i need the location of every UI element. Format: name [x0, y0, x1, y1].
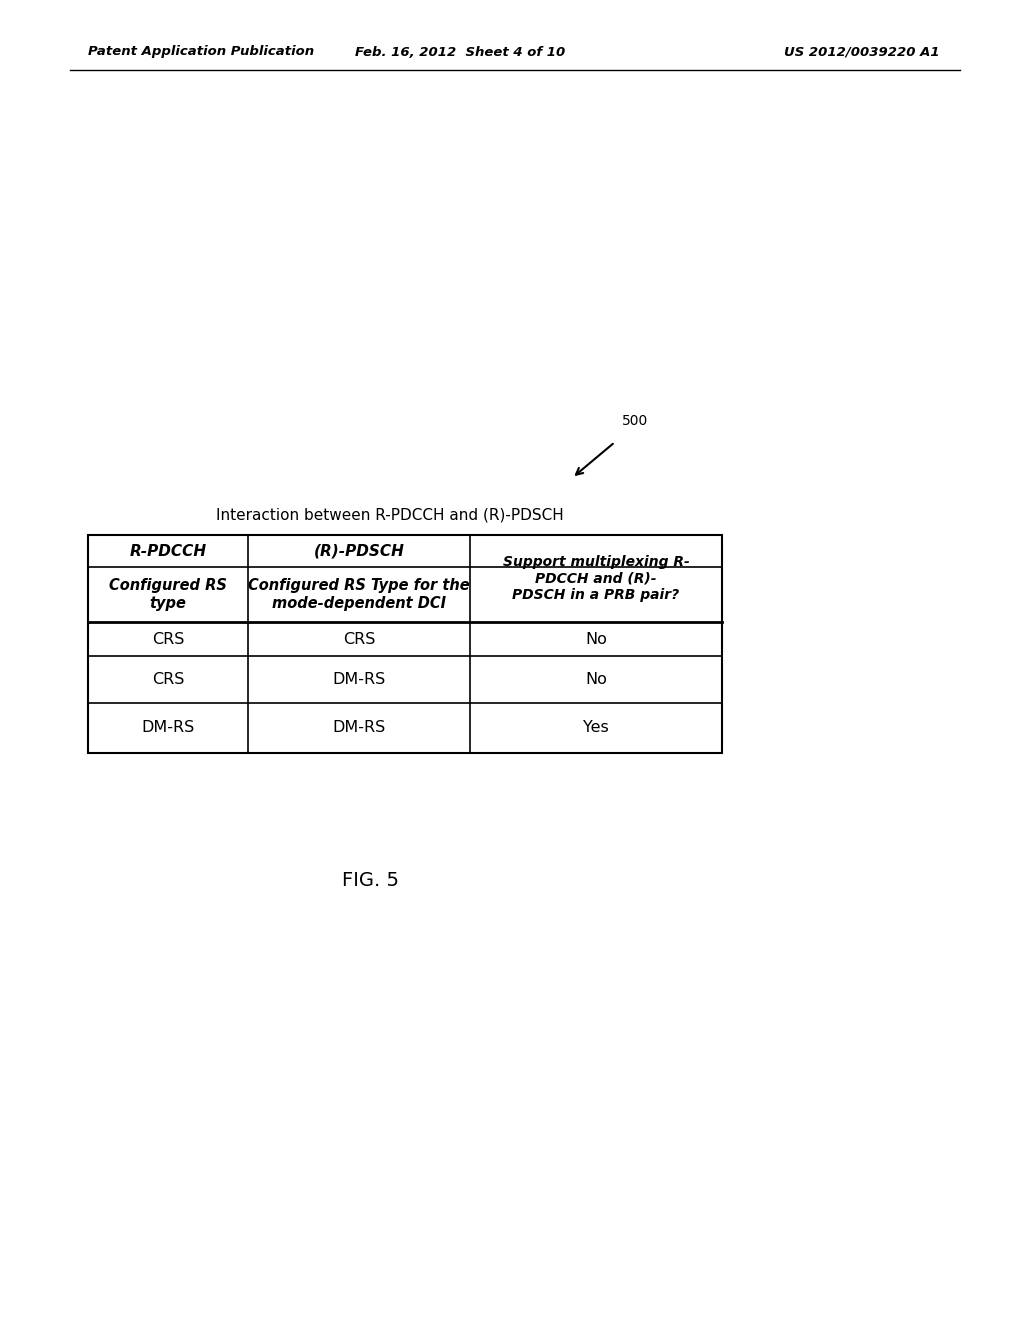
Text: FIG. 5: FIG. 5	[341, 870, 398, 890]
Text: Configured RS
type: Configured RS type	[110, 578, 227, 611]
Text: CRS: CRS	[152, 631, 184, 647]
Text: Support multiplexing R-
PDCCH and (R)-
PDSCH in a PRB pair?: Support multiplexing R- PDCCH and (R)- P…	[503, 556, 689, 602]
Text: DM-RS: DM-RS	[141, 721, 195, 735]
Text: Patent Application Publication: Patent Application Publication	[88, 45, 314, 58]
Text: DM-RS: DM-RS	[333, 721, 386, 735]
Text: Yes: Yes	[583, 721, 609, 735]
Text: CRS: CRS	[152, 672, 184, 686]
Text: No: No	[585, 672, 607, 686]
Text: US 2012/0039220 A1: US 2012/0039220 A1	[784, 45, 940, 58]
Bar	[88, 535, 722, 752]
Text: Feb. 16, 2012  Sheet 4 of 10: Feb. 16, 2012 Sheet 4 of 10	[355, 45, 565, 58]
Text: 500: 500	[622, 414, 648, 428]
Text: No: No	[585, 631, 607, 647]
Text: Configured RS Type for the
mode-dependent DCI: Configured RS Type for the mode-dependen…	[248, 578, 470, 611]
Text: R-PDCCH: R-PDCCH	[129, 544, 207, 558]
Text: Interaction between R-PDCCH and (R)-PDSCH: Interaction between R-PDCCH and (R)-PDSC…	[216, 507, 564, 523]
Text: CRS: CRS	[343, 631, 375, 647]
Text: (R)-PDSCH: (R)-PDSCH	[313, 544, 404, 558]
Text: DM-RS: DM-RS	[333, 672, 386, 686]
